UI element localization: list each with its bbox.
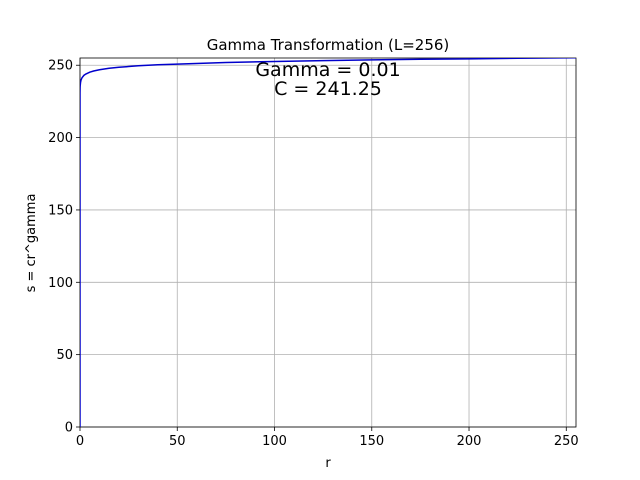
series-layer (80, 58, 576, 427)
y-tick-label-150: 150 (48, 203, 73, 218)
x-tick-label-100: 100 (262, 434, 287, 449)
y-tick-label-100: 100 (48, 276, 73, 291)
x-tick-label-200: 200 (457, 434, 482, 449)
y-tick-label-250: 250 (48, 59, 73, 74)
x-axis-label: r (325, 456, 331, 471)
series-line-0 (80, 58, 576, 427)
ticks: 0 50 100 150 200 250 0 50 100 150 200 250 (48, 59, 579, 449)
plot-frame (79, 57, 577, 428)
gamma-annotation: Gamma = 0.01 (255, 59, 400, 81)
chart-title: Gamma Transformation (L=256) (207, 36, 450, 54)
y-tick-label-200: 200 (48, 131, 73, 146)
grid (79, 58, 576, 428)
x-tick-label-0: 0 (76, 434, 84, 449)
x-tick-label-250: 250 (554, 434, 579, 449)
x-tick-label-150: 150 (359, 434, 384, 449)
c-annotation: C = 241.25 (274, 78, 382, 100)
y-tick-label-0: 0 (65, 421, 73, 436)
x-tick-label-50: 50 (169, 434, 186, 449)
y-tick-label-50: 50 (56, 348, 73, 363)
y-axis-label: s = cr^gamma (24, 194, 39, 293)
axes (79, 57, 577, 428)
